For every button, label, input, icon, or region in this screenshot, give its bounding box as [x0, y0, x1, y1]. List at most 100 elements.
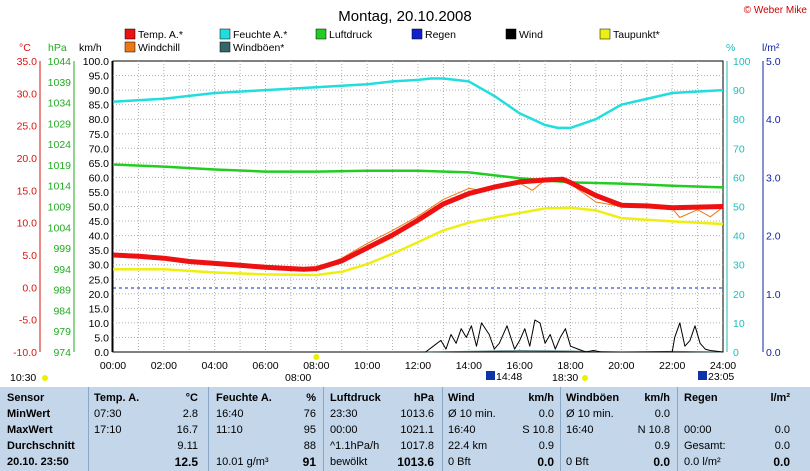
wind-tick: 5.0 [94, 332, 109, 344]
x-axis: 00:00 02:00 04:00 06:00 08:00 10:00 12:00 14:00… [10, 354, 736, 384]
wind-tick: 35.0 [89, 245, 110, 257]
pressure-tick: 1004 [48, 222, 72, 234]
cell-value: l/m² [770, 392, 790, 404]
temp-tick: -5.0 [19, 315, 37, 327]
cell-label: 23:30 [330, 408, 358, 420]
temp-tick: 35.0 [17, 56, 38, 68]
pressure-tick: 1039 [48, 77, 72, 89]
cell-label: 00:00 [684, 424, 712, 436]
rain-tick: 1.0 [766, 289, 781, 301]
cell-value: 1013.6 [397, 455, 434, 469]
x-tick-label: 22:00 [659, 360, 685, 372]
cell-label: 07:30 [94, 408, 122, 420]
grid [113, 61, 723, 352]
legend-swatch [124, 28, 136, 40]
wind-tick: 80.0 [89, 114, 110, 126]
cell-label: Luftdruck [330, 392, 381, 404]
x-tick-label: 08:00 [303, 360, 329, 372]
legend-label: Wind [519, 29, 543, 41]
sun-icon [313, 354, 320, 360]
cell-label: 0 Bft [566, 456, 589, 468]
pressure-tick: 989 [53, 285, 71, 297]
wind-tick: 0.0 [94, 347, 109, 359]
table-separator [88, 387, 89, 471]
x-tick-label: 24:00 [710, 360, 736, 372]
cell-label: 16:40 [216, 408, 244, 420]
cell-value: 0.0 [773, 455, 790, 469]
legend-label: Taupunkt* [613, 29, 660, 41]
temp-tick: 5.0 [22, 250, 37, 262]
weather-chart: Montag, 20.10.2008 © Weber Mike Temp. A.… [10, 5, 807, 384]
chart-title: Montag, 20.10.2008 [338, 8, 471, 25]
wind-tick: 100.0 [83, 56, 109, 68]
humidity-tick: 10 [733, 318, 745, 330]
axes: °C hPa km/h% l/m² 35.0 30.0 25.0 20.0 15.0 10.0 5.… [13, 42, 781, 359]
row-label: MaxWert [7, 424, 53, 436]
sun-icon [582, 375, 588, 381]
wind-tick: 55.0 [89, 187, 110, 199]
cell-value: 0.0 [774, 424, 790, 436]
marker-sunset: 18:30 [552, 372, 578, 384]
table-separator [560, 387, 561, 471]
humidity-tick: 70 [733, 143, 745, 155]
temp-tick: 10.0 [17, 218, 38, 230]
rain-tick: 0.0 [766, 347, 781, 359]
legend-swatch [219, 41, 231, 53]
pressure-tick: 1029 [48, 118, 72, 130]
cell-value: 0.0 [537, 455, 554, 469]
stats-table: Sensor Temp. A. °C Feuchte A.% Luftdruck hPa W… [0, 387, 810, 471]
pressure-tick: 1034 [48, 98, 72, 110]
cell-value: 16.7 [176, 424, 198, 436]
cell-value: km/h [644, 392, 670, 404]
wind-tick: 30.0 [89, 260, 110, 272]
axis-title-humidity: % [726, 42, 735, 54]
wind-tick: 45.0 [89, 216, 110, 228]
axis-title-wind: km/h [79, 42, 102, 54]
cell-label: ^1.1hPa/h [330, 440, 380, 452]
pressure-tick: 1044 [48, 56, 72, 68]
cell-value: 9.11 [177, 440, 198, 452]
x-tick-label: 14:00 [456, 360, 482, 372]
legend-label: Luftdruck [329, 29, 373, 41]
cell-value: 0.0 [774, 440, 790, 452]
series-line [112, 163, 724, 189]
cell-label: 00:00 [330, 424, 358, 436]
pressure-tick: 1024 [48, 139, 72, 151]
series-line [112, 176, 724, 272]
cell-value: 1017.8 [400, 440, 434, 452]
marker-gust-max: 23:05 [708, 371, 734, 383]
series-line [112, 178, 724, 270]
x-tick-label: 16:00 [507, 360, 533, 372]
legend-swatch [219, 28, 231, 40]
axis-title-pressure: hPa [48, 42, 67, 54]
gust-max-icon [698, 371, 707, 380]
wind-tick: 75.0 [89, 129, 110, 141]
legend-label: Windböen* [233, 42, 284, 54]
axis-title-rain: l/m² [762, 42, 780, 54]
marker-wind-max: 14:48 [496, 371, 522, 383]
row-label: Sensor [7, 392, 45, 404]
cell-value: S 10.8 [522, 424, 554, 436]
table-separator [442, 387, 443, 471]
legend-swatch [599, 28, 611, 40]
wind-tick: 70.0 [89, 143, 110, 155]
humidity-tick: 30 [733, 260, 745, 272]
cell-value: °C [185, 392, 198, 404]
series-line [112, 77, 724, 130]
axis-title-temp: °C [19, 42, 31, 54]
x-tick-label: 00:00 [100, 360, 126, 372]
legend-label: Temp. A.* [138, 29, 183, 41]
wind-tick: 15.0 [89, 303, 110, 315]
cell-label: Windböen [566, 392, 620, 404]
humidity-tick: 90 [733, 85, 745, 97]
wind-tick: 95.0 [89, 71, 110, 83]
cell-value: 0.0 [654, 408, 670, 420]
row-label: Durchschnitt [7, 440, 75, 452]
legend-swatch [411, 28, 423, 40]
cell-label: Wind [448, 392, 475, 404]
sun-icon [42, 375, 48, 381]
table-separator [677, 387, 678, 471]
table-separator [323, 387, 324, 471]
pressure-tick: 999 [53, 243, 71, 255]
temp-tick: 20.0 [17, 153, 38, 165]
